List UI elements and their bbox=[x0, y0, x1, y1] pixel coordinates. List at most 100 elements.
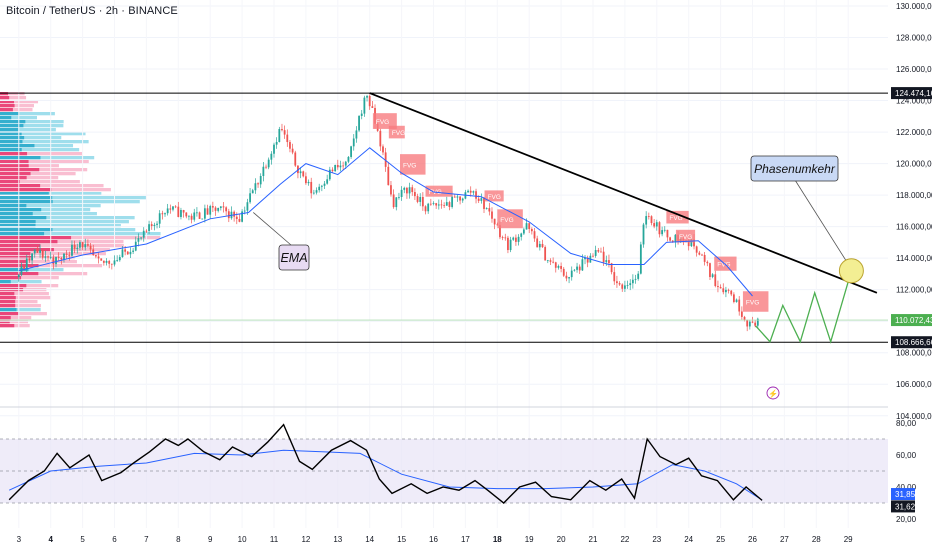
candle-body bbox=[158, 213, 161, 224]
candle-body bbox=[363, 97, 366, 114]
candle-body bbox=[746, 319, 749, 327]
volume-profile-bar bbox=[0, 272, 88, 276]
volume-profile-bar-core bbox=[0, 100, 15, 104]
candle-body bbox=[435, 203, 438, 206]
candle-body bbox=[243, 210, 246, 212]
candle-body bbox=[241, 211, 243, 222]
candle-body bbox=[76, 247, 79, 249]
candle-body bbox=[432, 203, 435, 204]
rsi-line bbox=[8, 423, 763, 504]
volume-profile-bar bbox=[0, 284, 59, 288]
candle-body bbox=[557, 265, 560, 268]
volume-profile-bar-core bbox=[0, 168, 40, 172]
volume-profile-bar bbox=[0, 140, 89, 144]
rsi-ma-line bbox=[8, 449, 763, 501]
volume-profile-bar-core bbox=[0, 308, 17, 312]
candle-body bbox=[249, 193, 251, 203]
time-tick-label: 28 bbox=[812, 535, 821, 544]
candle-body bbox=[754, 322, 757, 326]
volume-profile-bar bbox=[0, 160, 89, 164]
volume-profile-bar-core bbox=[0, 296, 16, 300]
candle-body bbox=[219, 206, 222, 208]
volume-profile-bar-core bbox=[0, 96, 10, 100]
price-marker bbox=[891, 314, 932, 327]
volume-profile-bar-core bbox=[0, 156, 41, 160]
candle-body bbox=[92, 249, 95, 256]
price-tick-label: 120.000,00 bbox=[896, 160, 932, 169]
volume-profile-bar bbox=[0, 124, 64, 128]
candle-body bbox=[262, 166, 265, 177]
time-tick-label: 24 bbox=[684, 535, 693, 544]
candle-body bbox=[629, 283, 632, 286]
volume-profile-bar-core bbox=[0, 140, 23, 144]
volume-profile bbox=[0, 92, 161, 328]
projection-path bbox=[755, 270, 853, 344]
candle-body bbox=[642, 224, 645, 245]
chart-labels: EMA Phasenumkehr ⚡ bbox=[253, 155, 864, 400]
candle-body bbox=[701, 254, 703, 256]
volume-profile-bar-core bbox=[0, 188, 52, 192]
candle-body bbox=[320, 185, 323, 187]
volume-profile-bar-core bbox=[0, 268, 29, 272]
candle-body bbox=[124, 249, 127, 252]
volume-profile-bar bbox=[0, 184, 104, 188]
candle-body bbox=[517, 236, 520, 242]
volume-profile-bar-core bbox=[0, 216, 47, 220]
candle-body bbox=[334, 164, 337, 172]
downtrend-line bbox=[369, 92, 878, 294]
candle-body bbox=[39, 250, 41, 253]
candle-body bbox=[408, 187, 411, 194]
phase-label: Phasenumkehr bbox=[754, 162, 836, 176]
time-tick-label: 8 bbox=[176, 535, 181, 544]
lightning-icon-ring bbox=[766, 386, 780, 400]
volume-profile-bar-core bbox=[0, 184, 41, 188]
candle-body bbox=[291, 148, 294, 153]
candle-body bbox=[456, 196, 459, 198]
candle-body bbox=[126, 251, 129, 255]
candle-body bbox=[711, 274, 714, 277]
candle-body bbox=[382, 146, 384, 153]
ema-callout-line bbox=[253, 212, 292, 246]
time-tick-label: 22 bbox=[620, 535, 629, 544]
volume-profile-bar-core bbox=[0, 312, 19, 316]
candle-body bbox=[730, 290, 733, 295]
candle-body bbox=[302, 171, 305, 177]
fvg-zone bbox=[675, 229, 696, 243]
candle-body bbox=[735, 299, 738, 303]
time-tick-label: 14 bbox=[365, 535, 374, 544]
volume-profile-bar-core bbox=[0, 180, 20, 184]
volume-profile-bar-core bbox=[0, 228, 53, 232]
candle-body bbox=[528, 223, 531, 229]
candle-body bbox=[631, 279, 634, 284]
volume-profile-bar-core bbox=[0, 252, 31, 256]
fvg-label: FVG bbox=[679, 234, 692, 241]
volume-profile-bar-core bbox=[0, 92, 9, 96]
candle-body bbox=[605, 260, 608, 263]
candle-body bbox=[65, 253, 68, 255]
candle-body bbox=[538, 243, 541, 248]
time-tick-label: 16 bbox=[429, 535, 438, 544]
candle-body bbox=[743, 316, 746, 320]
candle-body bbox=[552, 261, 555, 263]
price-tick-label: 118.000,00 bbox=[896, 191, 932, 200]
candle-body bbox=[756, 318, 759, 326]
candle-body bbox=[196, 212, 198, 214]
candle-body bbox=[475, 191, 477, 199]
candle-body bbox=[608, 260, 610, 264]
price-tick-label: 116.000,00 bbox=[896, 223, 932, 232]
candle-body bbox=[570, 270, 573, 278]
candle-body bbox=[225, 207, 228, 212]
candle-body bbox=[520, 233, 523, 237]
volume-profile-bar-core bbox=[0, 148, 22, 152]
volume-profile-bar bbox=[0, 212, 97, 216]
candle-body bbox=[477, 198, 480, 201]
time-tick-label: 23 bbox=[652, 535, 661, 544]
phase-reversal-marker bbox=[838, 258, 864, 284]
candle-body bbox=[275, 141, 278, 145]
candle-body bbox=[217, 207, 220, 211]
candle-body bbox=[185, 212, 188, 217]
candle-body bbox=[392, 194, 395, 208]
candle-body bbox=[323, 183, 326, 186]
candle-body bbox=[480, 198, 483, 201]
